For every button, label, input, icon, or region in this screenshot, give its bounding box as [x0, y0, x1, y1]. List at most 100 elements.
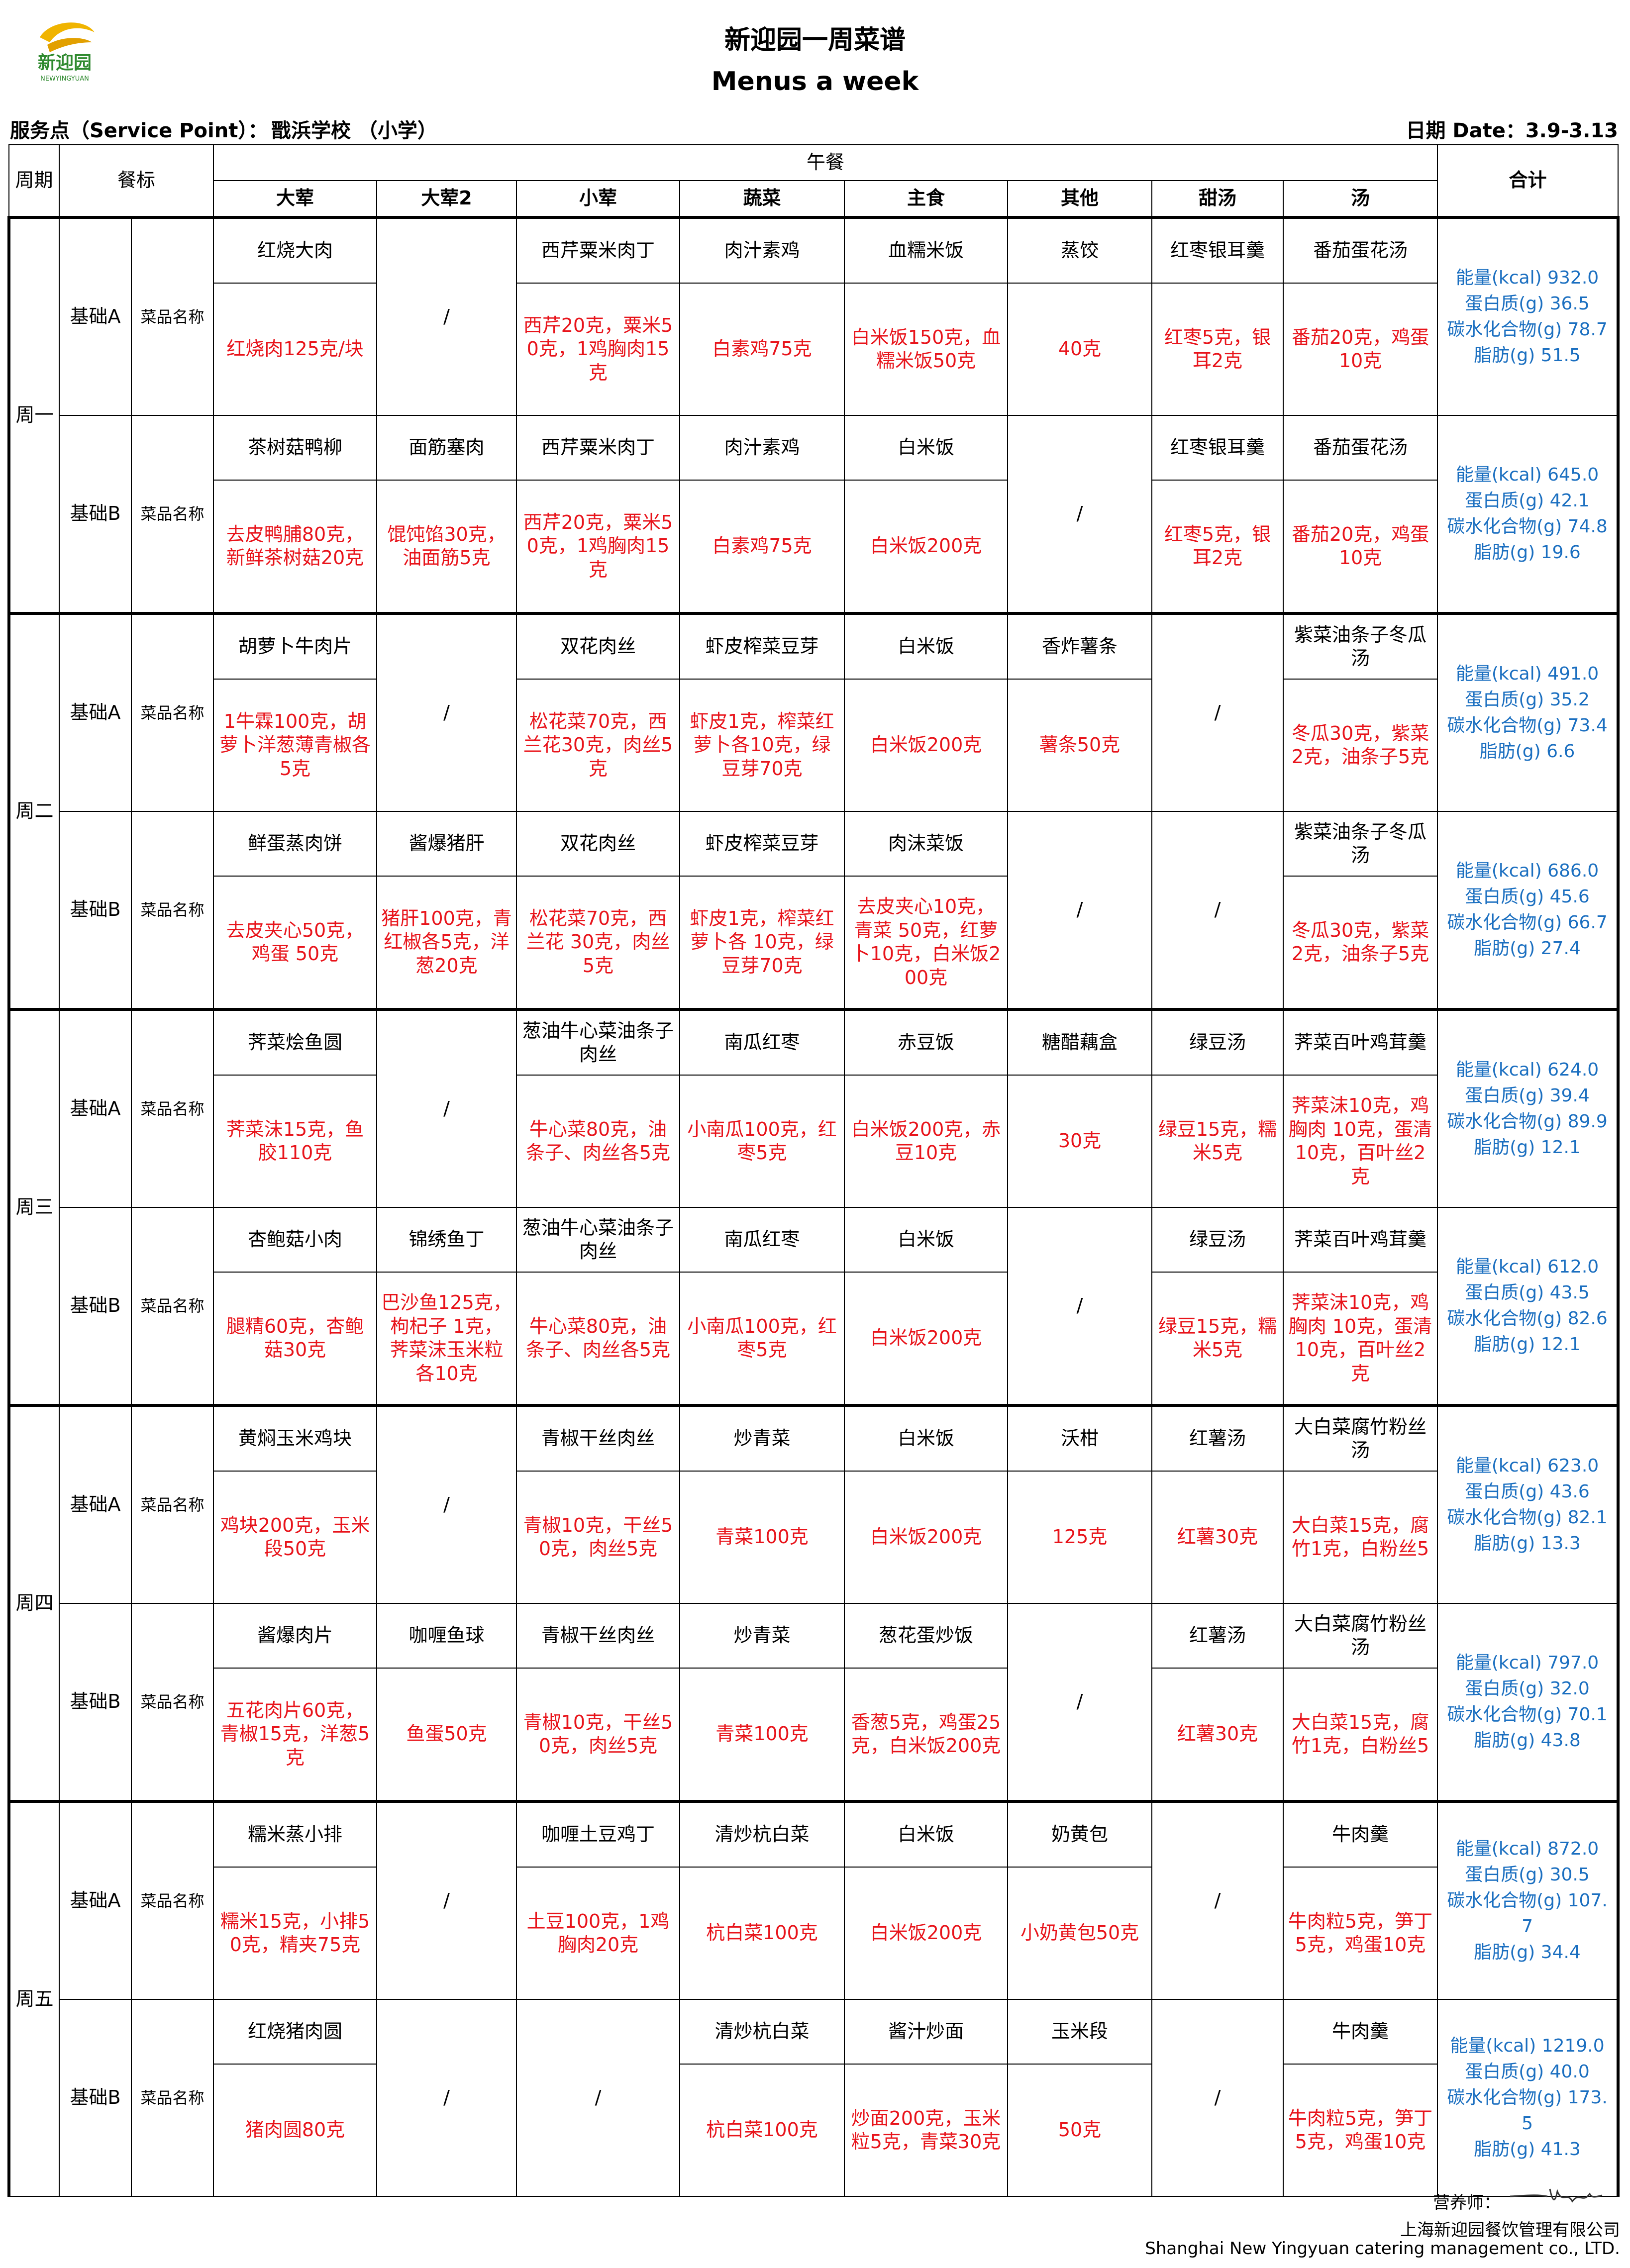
dietitian-label: 营养师： — [1433, 2193, 1501, 2213]
ingredients: 小南瓜100克，红枣5克 — [679, 1075, 845, 1208]
nutrition: 能量(kcal) 686.0 蛋白质(g) 45.6 碳水化合物(g) 66.7 脂肪… — [1437, 811, 1620, 1010]
dish-row: 周三 基础A 菜品名称 荠菜烩鱼圆 / 葱油牛心菜油条子肉丝 南瓜红枣 赤豆饭 糖醋藕盒 绿豆汤荠… — [7, 1008, 1620, 1406]
meal-name: 基础B — [59, 1207, 132, 1406]
dish-name: / — [1007, 415, 1153, 614]
dish-name: 红薯汤 — [1151, 1603, 1284, 1669]
ingredients: 白素鸡75克 — [679, 480, 845, 614]
day: 周四 — [7, 1404, 60, 1802]
ingredients: 薯条50克 — [1007, 679, 1153, 812]
dish-row: 周一 基础A 菜品名称 红烧大肉 / 西芹粟米肉丁 肉汁素鸡 血糯米饭 蒸饺 红枣银耳羹 番茄蛋花汤… — [7, 216, 1620, 614]
meal-label: 菜品名称 — [130, 216, 214, 416]
ingredients: 绿豆15克，糯米5克 — [1151, 1272, 1284, 1406]
logo: 新迎园 NEWYINGYUAN — [38, 22, 95, 83]
ingredients: 松花菜70克，西兰花30克，肉丝5克 — [516, 679, 681, 812]
ingredients: 牛肉粒5克，笋丁5克，鸡蛋10克 — [1283, 1867, 1438, 2000]
meal-label: 菜品名称 — [130, 1999, 214, 2197]
nutrition-line: 蛋白质(g) 40.0 — [1465, 2061, 1590, 2082]
dish-name: 肉沫菜饭 — [844, 811, 1009, 877]
meal-name: 基础B — [59, 1999, 132, 2197]
dish-name: 青椒干丝肉丝 — [516, 1404, 681, 1472]
dish-name: 西芹粟米肉丁 — [516, 415, 681, 481]
company-en: Shanghai New Yingyuan catering managemen… — [1145, 2239, 1620, 2259]
nutrition-line: 能量(kcal) 872.0 — [1455, 1838, 1599, 1859]
nutrition-line: 碳水化合物(g) 73.4 — [1447, 715, 1608, 736]
nutrition-line: 脂肪(g) 19.6 — [1474, 542, 1581, 563]
nutrition: 能量(kcal) 872.0 蛋白质(g) 30.5 碳水化合物(g) 107.7 脂… — [1437, 1800, 1620, 2000]
meal-name: 基础A — [59, 1404, 132, 1604]
dish-name: 胡萝卜牛肉片 — [213, 612, 378, 680]
dish-name: 紫菜油条子冬瓜汤 — [1283, 811, 1438, 877]
dish-name: 白米饭 — [844, 1207, 1009, 1273]
ingredients: 红薯30克 — [1151, 1668, 1284, 1802]
date: 日期 Date：3.9-3.13 — [1406, 119, 1618, 142]
nutrition-line: 能量(kcal) 686.0 — [1455, 860, 1599, 881]
nutrition-line: 脂肪(g) 51.5 — [1474, 345, 1581, 366]
ingredient-row: 五花肉片60克，青椒15克，洋葱5克 鱼蛋50克 青椒10克，干丝50克，肉丝5克青… — [9, 1668, 1618, 1802]
subtitle: Menus a week — [711, 67, 919, 97]
nutrition-line: 脂肪(g) 43.8 — [1474, 1730, 1581, 1751]
nutrition: 能量(kcal) 797.0 蛋白质(g) 32.0 碳水化合物(g) 70.1 脂肪… — [1437, 1603, 1620, 1802]
ingredient-row: 糯米15克，小排50克，精夹75克 土豆100克，1鸡胸肉20克 杭白菜100克 白米… — [9, 1867, 1618, 2000]
ingredients: 红枣5克，银耳2克 — [1151, 283, 1284, 416]
logo-swirl — [47, 38, 92, 52]
dish-name: 白米饭 — [844, 415, 1009, 481]
ingredients: 巴沙鱼125克，枸杞子 1克，荠菜沫玉米粒各10克 — [376, 1272, 517, 1406]
nutrition-line: 脂肪(g) 12.1 — [1474, 1137, 1581, 1158]
dish-name: 面筋塞肉 — [376, 415, 517, 481]
dish-name: 咖喱土豆鸡丁 — [516, 1800, 681, 1868]
dish-name: 清炒杭白菜 — [679, 1999, 845, 2065]
ingredients: 荠菜沫10克，鸡胸肉 10克，蛋清10克，百叶丝2克 — [1283, 1075, 1438, 1208]
dish-name: 鲜蛋蒸肉饼 — [213, 811, 378, 877]
ingredients: 白米饭200克 — [844, 679, 1009, 812]
nutrition: 能量(kcal) 624.0 蛋白质(g) 39.4 碳水化合物(g) 89.9 脂肪… — [1437, 1008, 1620, 1208]
dish-name: 荠菜百叶鸡茸羹 — [1283, 1008, 1438, 1076]
service-point-label: 服务点（Service Point）： — [10, 119, 268, 142]
ingredients: 西芹20克，粟米50克，1鸡胸肉15克 — [516, 283, 681, 416]
nutrition-line: 能量(kcal) 1219.0 — [1450, 2035, 1605, 2056]
ingredient-row: 去皮鸭脯80克，新鲜茶树菇20克 馄饨馅30克，油面筋5克 西芹20克，粟米50克，… — [9, 480, 1618, 614]
nutrition-line: 碳水化合物(g) 89.9 — [1447, 1111, 1608, 1132]
ingredients: 红枣5克，银耳2克 — [1151, 480, 1284, 614]
nutrition-line: 蛋白质(g) 43.5 — [1465, 1282, 1590, 1303]
dish-name: 茶树菇鸭柳 — [213, 415, 378, 481]
meal-name: 基础A — [59, 612, 132, 812]
nutrition: 能量(kcal) 491.0 蛋白质(g) 35.2 碳水化合物(g) 73.4 脂肪… — [1437, 612, 1620, 812]
column-header: 甜汤 — [1151, 180, 1284, 218]
day: 周二 — [7, 612, 60, 1010]
dish-name: 香炸薯条 — [1007, 612, 1153, 680]
meal-label: 菜品名称 — [130, 1603, 214, 1802]
meal-name: 基础B — [59, 811, 132, 1010]
nutrition-line: 蛋白质(g) 35.2 — [1465, 689, 1590, 710]
nutrition-line: 能量(kcal) 932.0 — [1455, 267, 1599, 288]
nutrition-line: 碳水化合物(g) 74.8 — [1447, 516, 1608, 537]
ingredients: 青椒10克，干丝50克，肉丝5克 — [516, 1471, 681, 1604]
dish-name: 绿豆汤 — [1151, 1008, 1284, 1076]
nutrition-line: 碳水化合物(g) 78.7 — [1447, 319, 1608, 340]
dish-name: 炒青菜 — [679, 1404, 845, 1472]
ingredients: 牛肉粒5克，笋丁5克，鸡蛋10克 — [1283, 2064, 1438, 2197]
ingredients: 冬瓜30克，紫菜2克，油条子5克 — [1283, 679, 1438, 812]
ingredients: 红薯30克 — [1151, 1471, 1284, 1604]
dish-name: 清炒杭白菜 — [679, 1800, 845, 1868]
nutrition-line: 能量(kcal) 491.0 — [1455, 663, 1599, 684]
dish-name: 蒸饺 — [1007, 216, 1153, 284]
meal-standard-header: 餐标 — [58, 144, 214, 218]
ingredients: 土豆100克，1鸡胸肉20克 — [516, 1867, 681, 2000]
meal-label: 菜品名称 — [130, 415, 214, 614]
ingredients: 馄饨馅30克，油面筋5克 — [376, 480, 517, 614]
dish-row: 基础B 菜品名称 鲜蛋蒸肉饼 酱爆猪肝 双花肉丝 虾皮榨菜豆芽 肉沫菜饭 / / 紫菜油条子冬瓜汤… — [9, 811, 1620, 1010]
nutrition-line: 蛋白质(g) 32.0 — [1465, 1678, 1590, 1699]
ingredients: 牛心菜80克，油条子、肉丝各5克 — [516, 1075, 681, 1208]
ingredients: 冬瓜30克，紫菜2克，油条子5克 — [1283, 876, 1438, 1010]
ingredients: 香葱5克，鸡蛋25克，白米饭200克 — [844, 1668, 1009, 1802]
column-header: 其他 — [1007, 180, 1153, 218]
meal-name: 基础A — [59, 1800, 132, 2000]
dish-name: / — [1007, 1603, 1153, 1802]
dish-row: 基础B 菜品名称 红烧猪肉圆 / / 清炒杭白菜 酱汁炒面 玉米段 / 牛肉羹 能量(kcal) 1… — [9, 1999, 1620, 2197]
ingredients: 红烧肉125克/块 — [213, 283, 378, 416]
ingredients: 125克 — [1007, 1471, 1153, 1604]
dish-name: 大白菜腐竹粉丝汤 — [1283, 1404, 1438, 1472]
dish-name: 西芹粟米肉丁 — [516, 216, 681, 284]
dish-name: 黄焖玉米鸡块 — [213, 1404, 378, 1472]
meal-label: 菜品名称 — [130, 612, 214, 812]
